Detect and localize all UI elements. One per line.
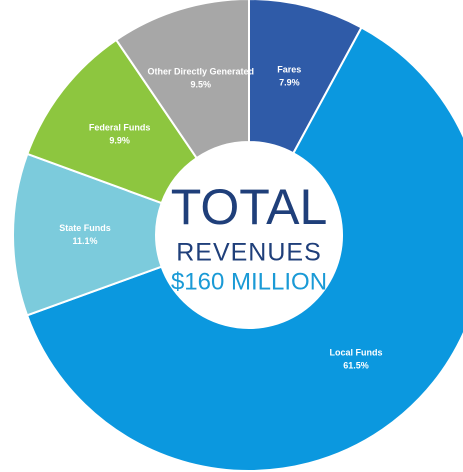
category-label: State Funds: [59, 223, 111, 233]
value-label: 7.9%: [279, 77, 300, 87]
segment-label: Fares 7.9%: [277, 64, 301, 87]
value-label: 61.5%: [343, 361, 369, 371]
center-title: TOTAL: [171, 179, 328, 235]
center-total: $160 MILLION: [171, 268, 327, 295]
segment-label: Other Directly Generated 9.5%: [147, 67, 254, 90]
segment-label: Local Funds 61.5%: [329, 348, 382, 371]
donut-segment: [25, 26, 463, 472]
value-label: 9.5%: [190, 80, 211, 90]
category-label: Other Directly Generated: [147, 67, 254, 77]
category-label: Federal Funds: [89, 123, 151, 133]
segment-label: Federal Funds 9.9%: [89, 123, 151, 146]
value-label: 11.1%: [72, 236, 97, 246]
category-label: Fares: [277, 64, 301, 74]
segment-label: State Funds 11.1%: [59, 223, 111, 246]
category-label: Local Funds: [329, 348, 382, 358]
donut-segment: [114, 0, 250, 160]
value-label: 9.9%: [109, 136, 130, 146]
center-subtitle: REVENUES: [176, 239, 322, 267]
